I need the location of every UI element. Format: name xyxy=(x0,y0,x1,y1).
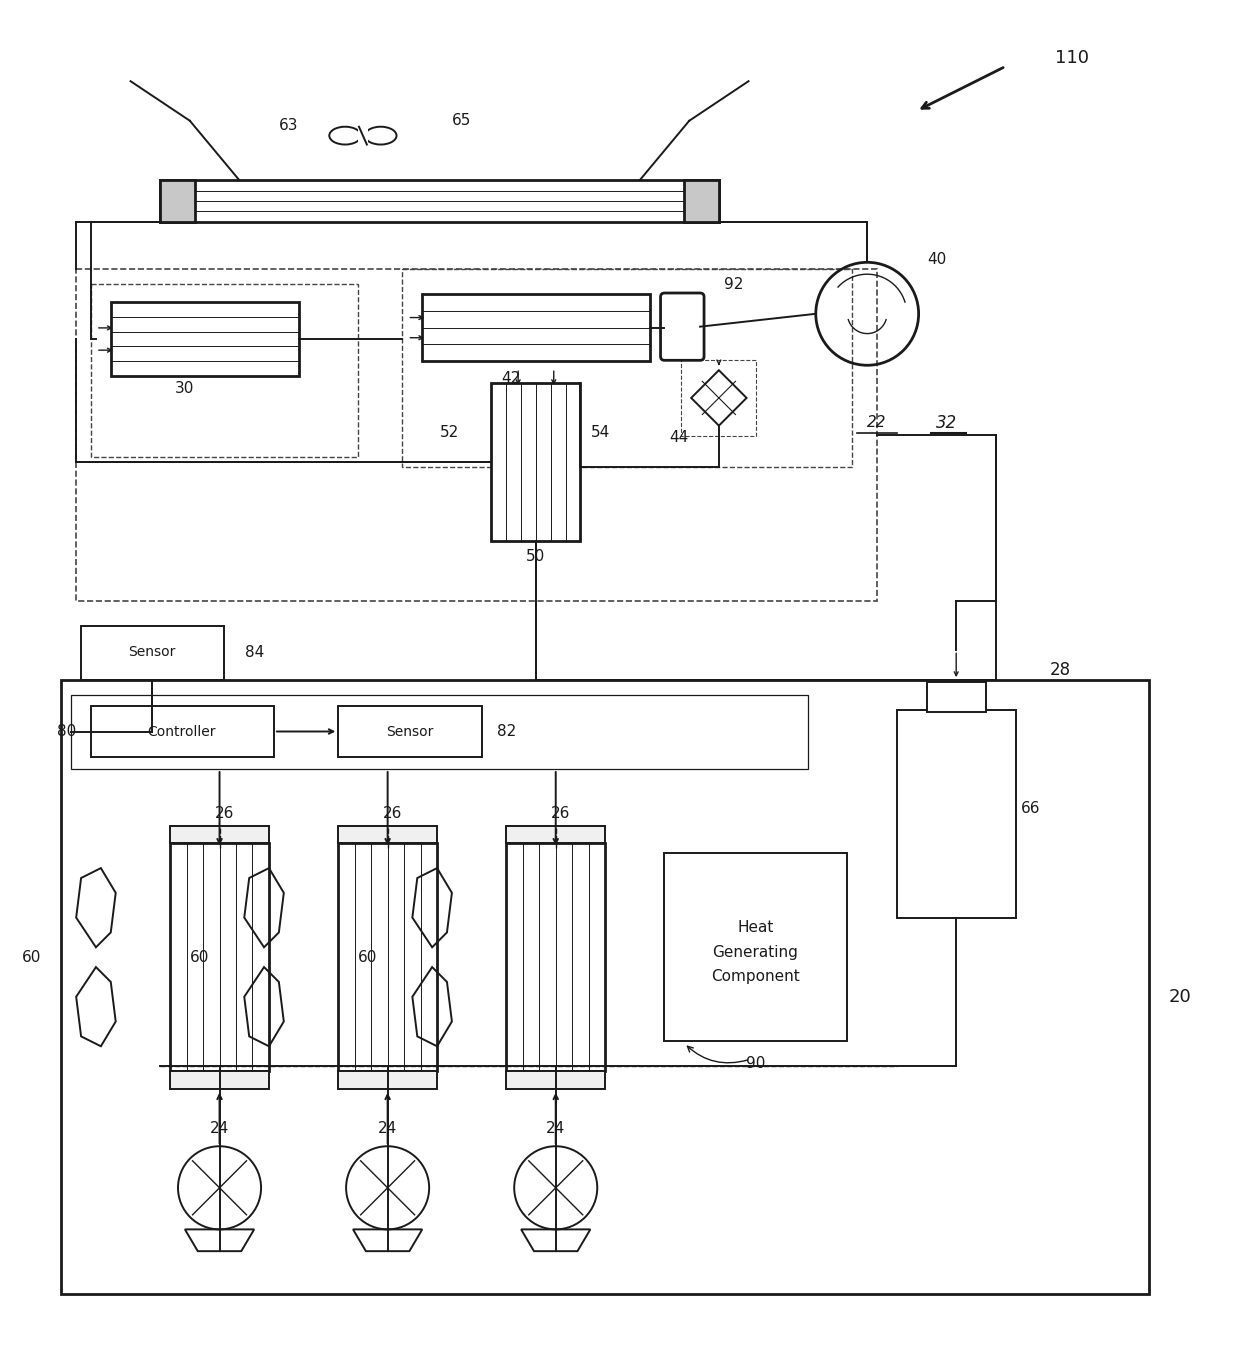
Text: 110: 110 xyxy=(1055,49,1089,67)
FancyBboxPatch shape xyxy=(661,292,704,361)
Bar xyxy=(91,706,274,757)
Bar xyxy=(506,1071,605,1089)
Bar xyxy=(170,825,269,843)
Bar xyxy=(339,843,436,1071)
Bar xyxy=(76,269,877,601)
Bar xyxy=(170,1071,269,1089)
Text: Sensor: Sensor xyxy=(386,724,433,739)
Text: 92: 92 xyxy=(724,276,744,291)
Bar xyxy=(81,626,224,680)
Text: 30: 30 xyxy=(175,381,195,396)
Text: 60: 60 xyxy=(358,949,377,964)
Text: 52: 52 xyxy=(440,425,460,440)
Bar xyxy=(358,126,368,146)
Bar xyxy=(403,269,852,467)
Bar xyxy=(110,302,299,376)
Bar xyxy=(681,361,756,436)
Bar xyxy=(665,854,847,1041)
Text: 84: 84 xyxy=(244,645,264,660)
Bar xyxy=(160,180,195,221)
Text: 22: 22 xyxy=(867,415,887,430)
Text: Component: Component xyxy=(711,970,800,985)
Bar xyxy=(897,710,1016,918)
Text: 65: 65 xyxy=(453,113,471,128)
Text: 60: 60 xyxy=(190,949,210,964)
Text: Controller: Controller xyxy=(148,724,216,739)
Bar xyxy=(506,843,605,1071)
Bar xyxy=(506,825,605,843)
Bar xyxy=(339,825,436,843)
Bar xyxy=(926,682,986,712)
Bar xyxy=(61,680,1149,1294)
Bar xyxy=(339,1071,436,1089)
Bar xyxy=(423,294,650,361)
Text: 44: 44 xyxy=(670,430,689,445)
Text: 32: 32 xyxy=(936,414,957,432)
Text: 24: 24 xyxy=(546,1121,565,1137)
Bar xyxy=(684,180,719,221)
Text: 24: 24 xyxy=(378,1121,397,1137)
Bar xyxy=(491,382,580,541)
Text: 28: 28 xyxy=(1050,661,1071,679)
Text: 42: 42 xyxy=(502,370,521,385)
Text: 24: 24 xyxy=(210,1121,229,1137)
Bar xyxy=(170,843,269,1071)
Text: 90: 90 xyxy=(745,1056,765,1071)
Text: 66: 66 xyxy=(1021,802,1040,817)
Text: 60: 60 xyxy=(22,949,41,964)
Bar xyxy=(91,284,358,458)
Text: 63: 63 xyxy=(279,119,299,134)
Text: Heat: Heat xyxy=(738,919,774,934)
Text: 82: 82 xyxy=(497,724,516,739)
Text: 26: 26 xyxy=(551,806,570,821)
Text: 26: 26 xyxy=(383,806,402,821)
Text: 54: 54 xyxy=(590,425,610,440)
Text: 50: 50 xyxy=(526,549,546,564)
Bar xyxy=(71,695,808,769)
Text: 80: 80 xyxy=(57,724,76,739)
Text: 20: 20 xyxy=(1169,988,1192,1005)
Bar xyxy=(160,180,719,221)
Text: 40: 40 xyxy=(926,251,946,266)
Text: 26: 26 xyxy=(215,806,234,821)
Bar xyxy=(339,706,481,757)
Text: Generating: Generating xyxy=(713,945,799,960)
Text: Sensor: Sensor xyxy=(129,645,176,660)
